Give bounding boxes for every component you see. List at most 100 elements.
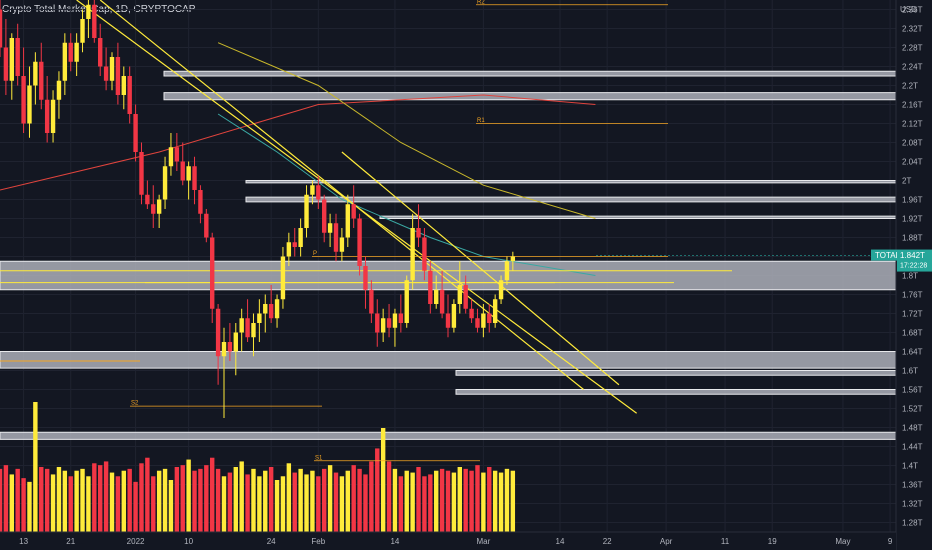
candle-body xyxy=(304,194,309,228)
price-tick-label: 2.32T xyxy=(902,25,923,34)
candle-body xyxy=(186,166,191,181)
candle-body xyxy=(451,304,457,328)
price-tick-label: 2.08T xyxy=(902,139,923,148)
candle-body xyxy=(103,66,109,81)
volume-bar xyxy=(487,467,492,532)
price-tick-label: 2.16T xyxy=(902,101,923,110)
candle-body xyxy=(280,256,286,300)
candle-body xyxy=(251,323,256,338)
candle-body xyxy=(210,237,215,309)
volume-bar xyxy=(375,448,380,532)
moving-average-line xyxy=(0,94,596,191)
price-tick-label: 2.36T xyxy=(902,6,923,15)
sr-zone xyxy=(455,370,897,376)
symbol-tag-countdown: 17:22:28 xyxy=(900,263,927,270)
candle-body xyxy=(322,199,327,233)
moving-averages xyxy=(0,42,596,276)
candle-body xyxy=(422,237,427,271)
candle-body xyxy=(139,152,144,195)
volume-bar xyxy=(109,472,115,532)
price-tick-label: 1.56T xyxy=(902,386,923,395)
candle-body xyxy=(39,61,44,100)
volume-bar xyxy=(298,468,303,532)
volume-bar xyxy=(168,480,174,532)
volume-bar xyxy=(380,428,386,532)
volume-bar xyxy=(263,470,268,532)
price-tick-label: 1.36T xyxy=(902,481,923,490)
price-tick-label: 1.72T xyxy=(902,310,923,319)
volume-bar xyxy=(274,480,280,532)
volume-bar xyxy=(133,481,138,532)
moving-average-line xyxy=(217,113,596,276)
time-tick-label: 9 xyxy=(888,537,893,546)
candle-body xyxy=(339,237,345,252)
time-tick-label: 13 xyxy=(19,537,28,546)
volume-bar xyxy=(316,476,321,532)
price-axis[interactable]: USD 2.36T 2.32T 2.28T 2.24T 2.2T 2.16T 2.12T 2.… xyxy=(895,0,932,550)
volume-bars xyxy=(0,402,516,532)
price-tick-label: 1.76T xyxy=(902,291,923,300)
candlesticks[interactable] xyxy=(0,0,516,418)
candle-body xyxy=(62,42,68,81)
volume-bar xyxy=(268,467,274,532)
moving-average-line xyxy=(217,42,596,219)
candle-body xyxy=(416,228,421,238)
volume-bar xyxy=(327,465,333,532)
candle-body xyxy=(345,204,350,238)
volume-bar xyxy=(103,461,109,532)
price-tick-label: 1.52T xyxy=(902,405,923,414)
volume-bar xyxy=(127,468,132,532)
price-tick-label: 2.12T xyxy=(902,120,923,129)
volume-bar xyxy=(439,468,445,532)
price-tick-label: 1.28T xyxy=(902,519,923,528)
time-tick-label: Apr xyxy=(660,537,673,546)
candle-body xyxy=(145,194,150,205)
volume-bar xyxy=(333,472,339,532)
volume-bar xyxy=(492,470,498,532)
candle-body xyxy=(392,313,398,328)
time-axis[interactable]: 13 21 2022 10 24 Feb 14 Mar 14 22 Apr 11 19 May 9 xyxy=(0,531,896,550)
candle-body xyxy=(198,190,203,214)
volume-bar xyxy=(428,474,433,532)
candle-body xyxy=(33,61,38,86)
volume-bar xyxy=(44,468,50,532)
volume-bar xyxy=(304,474,309,532)
sr-zone xyxy=(245,180,897,184)
candle-body xyxy=(74,42,79,62)
candle-body xyxy=(3,47,9,81)
candle-body xyxy=(298,228,303,247)
candle-body xyxy=(151,204,156,214)
price-tick-label: 1.96T xyxy=(902,196,923,205)
volume-bar xyxy=(186,459,191,532)
volume-bar xyxy=(504,468,510,532)
volume-bar xyxy=(392,468,398,532)
volume-bar xyxy=(475,465,480,532)
candle-body xyxy=(221,342,227,357)
candle-body xyxy=(316,185,321,200)
candle-body xyxy=(21,76,26,124)
time-tick-labels: 13 21 2022 10 24 Feb 14 Mar 14 22 Apr 11 19 May 9 xyxy=(19,537,893,546)
volume-bar xyxy=(86,476,91,532)
volume-bar xyxy=(292,472,297,532)
volume-bar xyxy=(180,465,185,532)
candle-body xyxy=(292,242,297,247)
time-tick-label: 24 xyxy=(267,537,276,546)
candle-body xyxy=(498,280,504,300)
candle-body xyxy=(475,318,480,328)
pivot-p-label: P xyxy=(313,251,317,257)
candle-body xyxy=(168,147,174,167)
volume-bar xyxy=(174,467,180,532)
trendlines[interactable] xyxy=(76,0,637,414)
volume-bar xyxy=(33,402,38,532)
volume-bar xyxy=(92,463,97,532)
candle-body xyxy=(204,213,209,238)
candle-body xyxy=(0,9,3,48)
time-tick-label: 2022 xyxy=(127,537,145,546)
volume-bar xyxy=(27,481,32,532)
candle-body xyxy=(115,57,121,95)
volume-bar xyxy=(398,476,404,532)
volume-bar xyxy=(257,476,262,532)
price-tick-label: 1.32T xyxy=(902,500,923,509)
candle-body xyxy=(192,166,197,190)
